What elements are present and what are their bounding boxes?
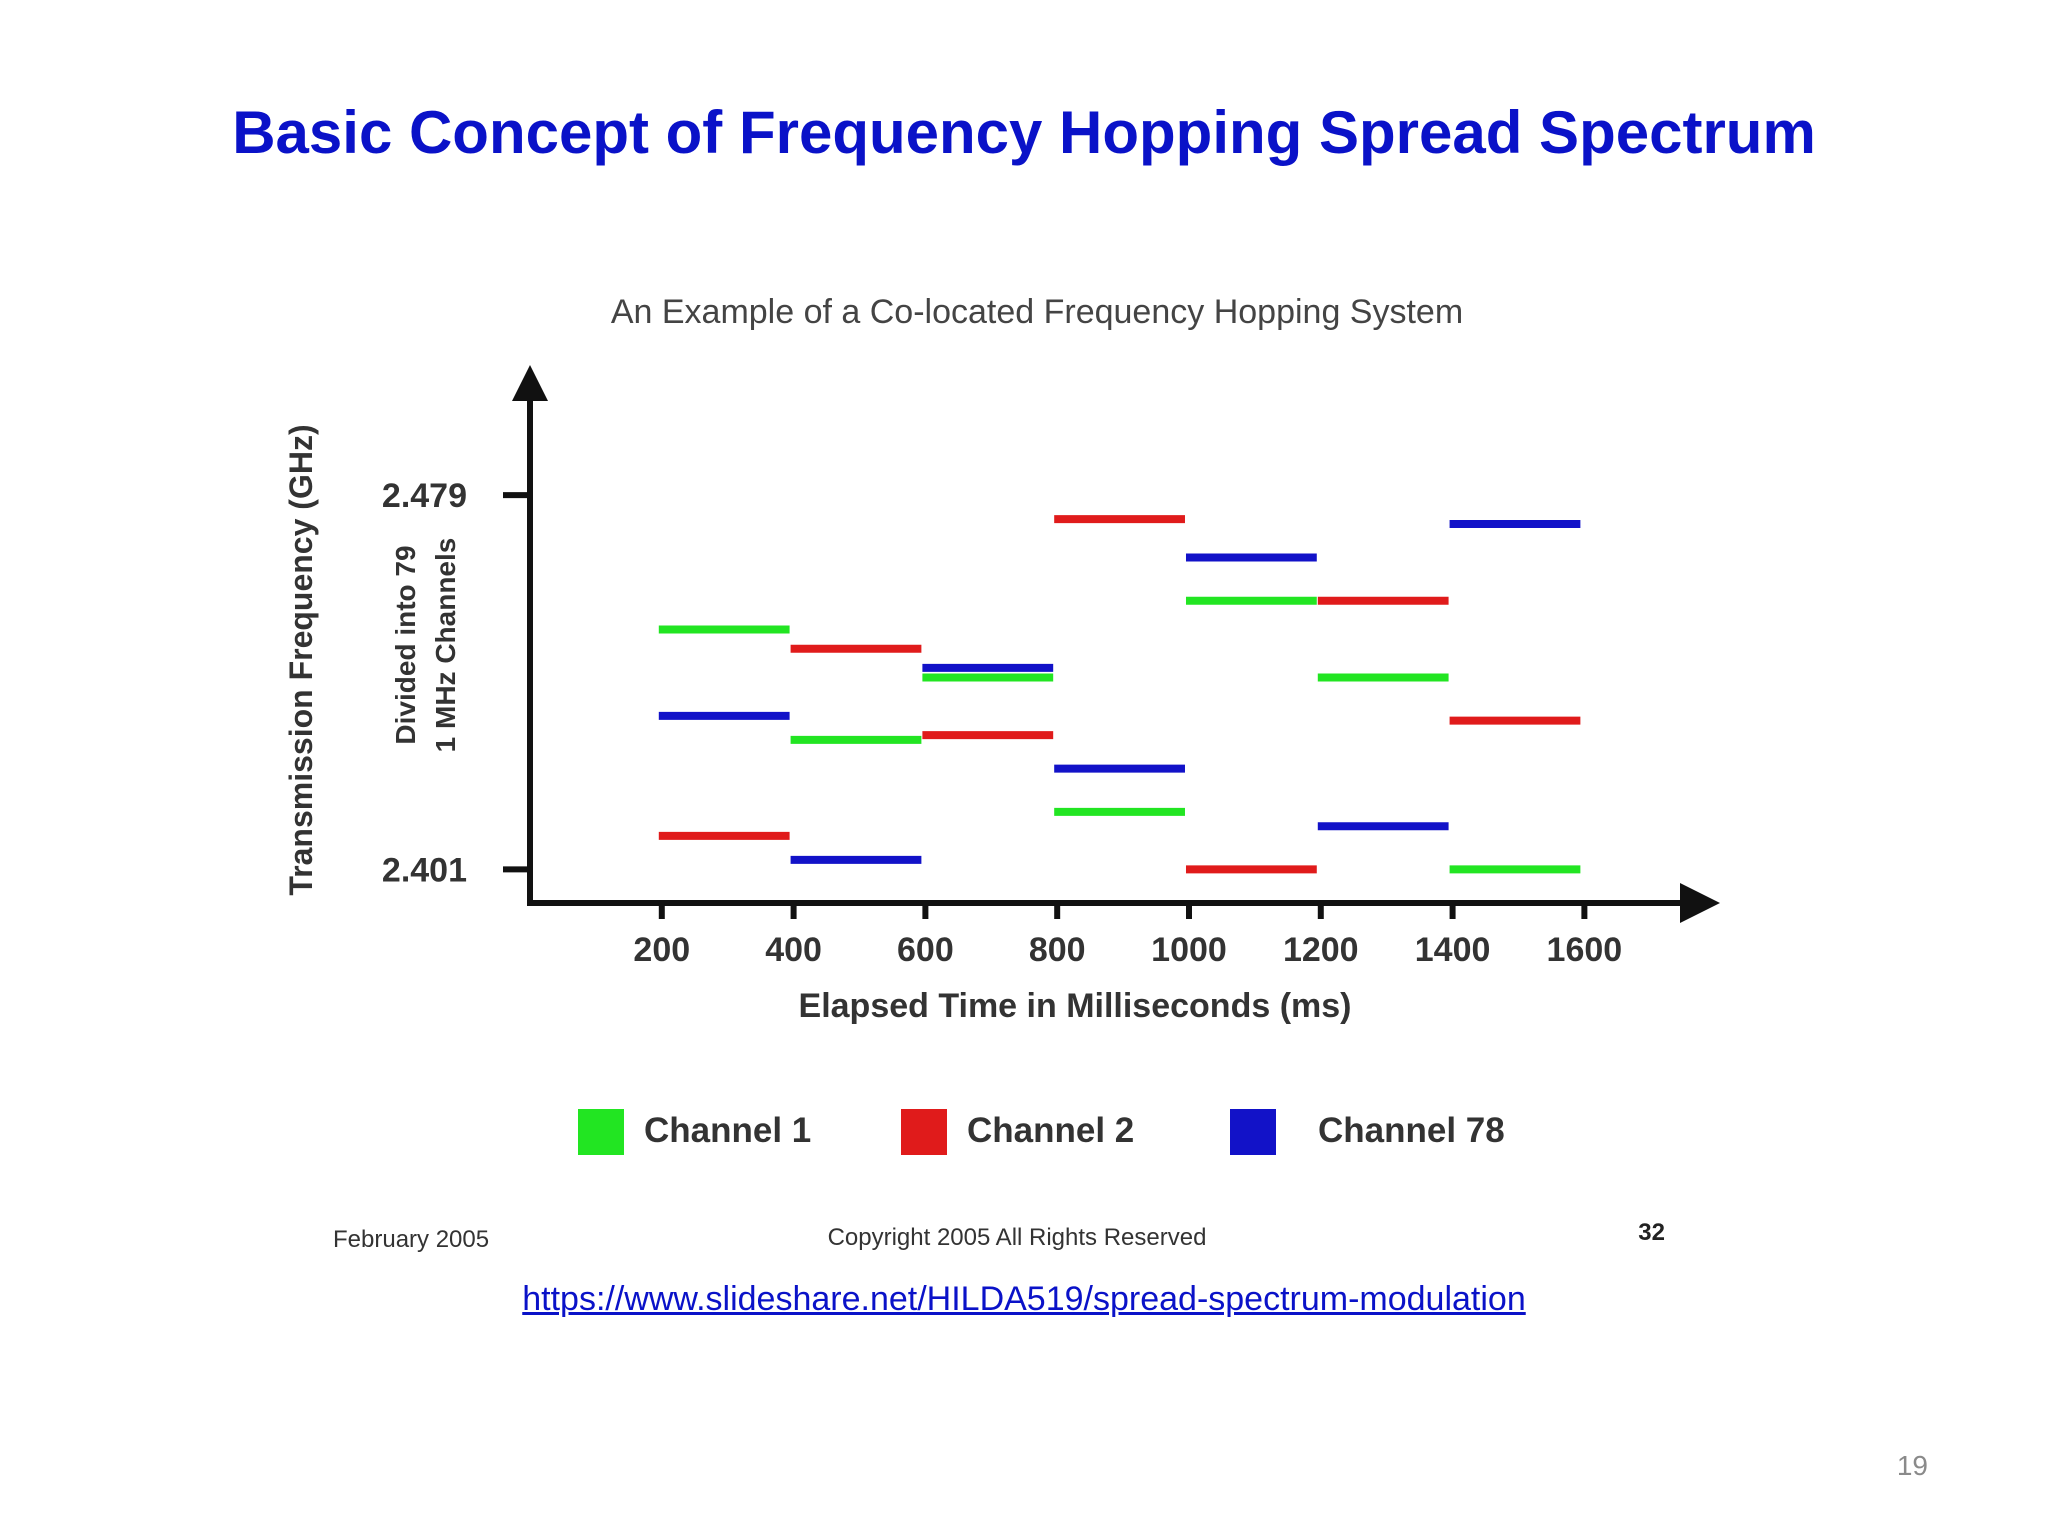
x-tick-label: 600 (897, 931, 954, 969)
y-ticks: 2.479 2.401 (382, 477, 530, 889)
y-axis-sublabel-2: 1 MHz Channels (430, 538, 461, 753)
chart-title: An Example of a Co-located Frequency Hop… (611, 293, 1463, 331)
channel-2-legend-label: Channel 2 (967, 1111, 1134, 1150)
channel-1-legend-label: Channel 1 (644, 1111, 811, 1150)
x-axis-label: Elapsed Time in Milliseconds (ms) (799, 987, 1352, 1025)
x-tick-label: 400 (765, 931, 822, 969)
x-axis-arrow (1680, 883, 1720, 923)
y-axis-label: Transmission Frequency (GHz) (285, 424, 319, 895)
x-tick-label: 1000 (1151, 931, 1227, 969)
legend: Channel 1 Channel 2 Channel 78 (578, 1109, 1505, 1155)
page-number: 19 (1896, 1450, 1928, 1481)
y-axis-arrow (512, 365, 548, 401)
channel-2-legend-swatch (901, 1109, 947, 1155)
y-tick-label: 2.479 (382, 477, 467, 515)
hop-segments (658, 515, 1581, 874)
x-tick-label: 1400 (1415, 931, 1491, 969)
x-tick-label: 1200 (1283, 931, 1359, 969)
footer-copyright: Copyright 2005 All Rights Reserved (828, 1224, 1207, 1251)
chart-figure: An Example of a Co-located Frequency Hop… (285, 195, 1735, 1305)
channel-1-legend-swatch (578, 1109, 624, 1155)
footer-date: February 2005 (333, 1226, 489, 1253)
x-tick-label: 1600 (1547, 931, 1623, 969)
channel-78-legend-label: Channel 78 (1318, 1111, 1505, 1150)
y-axis-sublabel-1: Divided into 79 (390, 545, 421, 744)
footer-page-ref: 32 (1638, 1219, 1665, 1246)
frequency-hopping-chart: An Example of a Co-located Frequency Hop… (285, 293, 1720, 1253)
y-tick-label: 2.401 (382, 851, 467, 889)
x-tick-label: 200 (633, 931, 690, 969)
source-link[interactable]: https://www.slideshare.net/HILDA519/spre… (522, 1280, 1526, 1318)
channel-78-legend-swatch (1230, 1109, 1276, 1155)
slide-title: Basic Concept of Frequency Hopping Sprea… (232, 99, 1816, 166)
x-tick-label: 800 (1029, 931, 1086, 969)
x-ticks: 200 400 600 800 1000 1200 1400 1600 (633, 903, 1622, 969)
